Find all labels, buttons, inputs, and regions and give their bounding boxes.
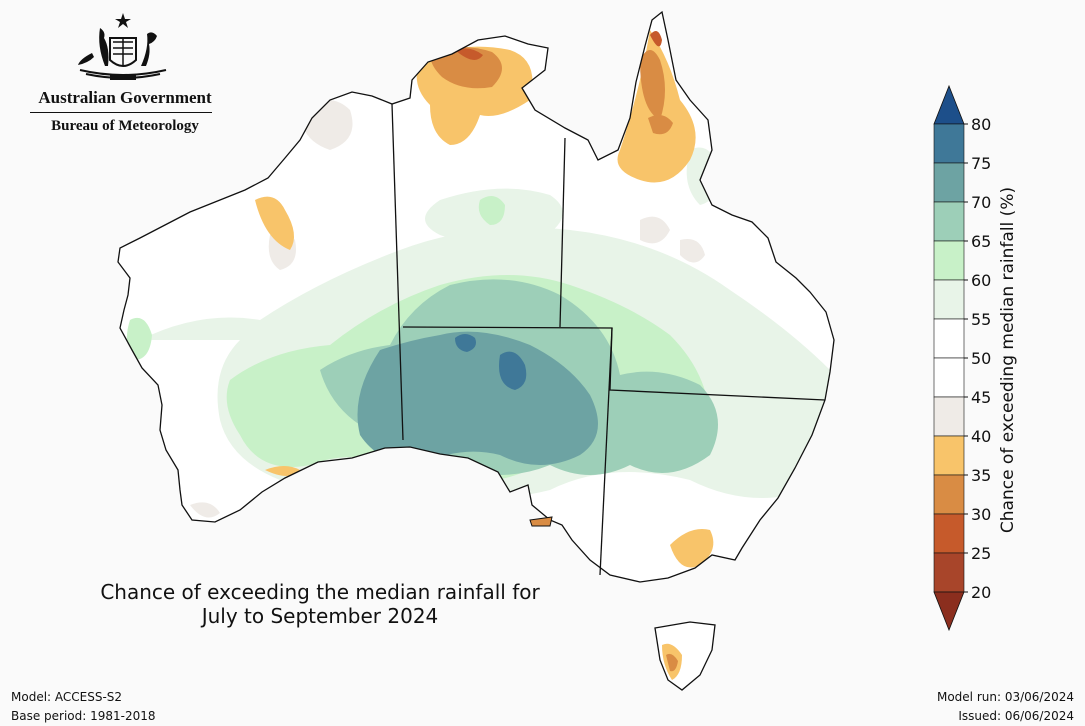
colorbar-tick-label: 35 xyxy=(971,466,991,485)
colorbar: 20 25 30 35 40 45 50 55 60 65 70 75 80 xyxy=(933,84,991,632)
kangaroo-island xyxy=(529,516,553,527)
colorbar-tick-label: 30 xyxy=(971,505,991,524)
colorbar-band xyxy=(933,279,965,320)
colorbar-band xyxy=(933,162,965,203)
state-borders xyxy=(391,103,826,576)
colorbar-tick-label: 60 xyxy=(971,271,991,290)
colorbar-band xyxy=(933,474,965,515)
colorbar-title: Chance of exceeding median rainfall (%) xyxy=(998,186,1018,534)
colorbar-band xyxy=(933,552,965,593)
colorbar-band xyxy=(933,318,965,359)
caption-line-2: July to September 2024 xyxy=(201,604,439,628)
coat-of-arms-icon xyxy=(78,13,167,80)
model-label: Model: ACCESS-S2 xyxy=(11,690,123,704)
bureau-label: Bureau of Meteorology xyxy=(51,118,199,134)
colorbar-tick-label: 65 xyxy=(971,232,991,251)
colorbar-band xyxy=(933,513,965,554)
colorbar-band xyxy=(933,201,965,242)
colorbar-tick-label: 80 xyxy=(971,115,991,134)
probability-shading xyxy=(126,30,834,568)
rainfall-outlook-map xyxy=(117,11,835,691)
colorbar-extend-low xyxy=(933,591,965,632)
colorbar-band xyxy=(933,396,965,437)
colorbar-tick-label: 50 xyxy=(971,349,991,368)
colorbar-band xyxy=(933,123,965,164)
map-caption: Chance of exceeding the median rainfall … xyxy=(80,580,560,628)
colorbar-tick-label: 75 xyxy=(971,154,991,173)
model-run-label: Model run: 03/06/2024 xyxy=(936,690,1074,704)
colorbar-tick-label: 45 xyxy=(971,388,991,407)
colorbar-tick-label: 20 xyxy=(971,583,991,602)
issued-label: Issued: 06/06/2024 xyxy=(958,709,1074,723)
colorbar-tick-label: 70 xyxy=(971,193,991,212)
colorbar-band xyxy=(933,357,965,398)
base-period-label: Base period: 1981-2018 xyxy=(11,709,156,723)
colorbar-tick-label: 55 xyxy=(971,310,991,329)
colorbar-tick-label: 40 xyxy=(971,427,991,446)
caption-line-1: Chance of exceeding the median rainfall … xyxy=(100,580,540,604)
colorbar-band xyxy=(933,435,965,476)
colorbar-tick-label: 25 xyxy=(971,544,991,563)
logo-divider xyxy=(30,112,212,113)
australian-government-label: Australian Government xyxy=(38,88,212,107)
colorbar-band xyxy=(933,240,965,281)
colorbar-extend-high xyxy=(933,84,965,125)
bom-logo: Australian Government Bureau of Meteorol… xyxy=(20,8,230,140)
